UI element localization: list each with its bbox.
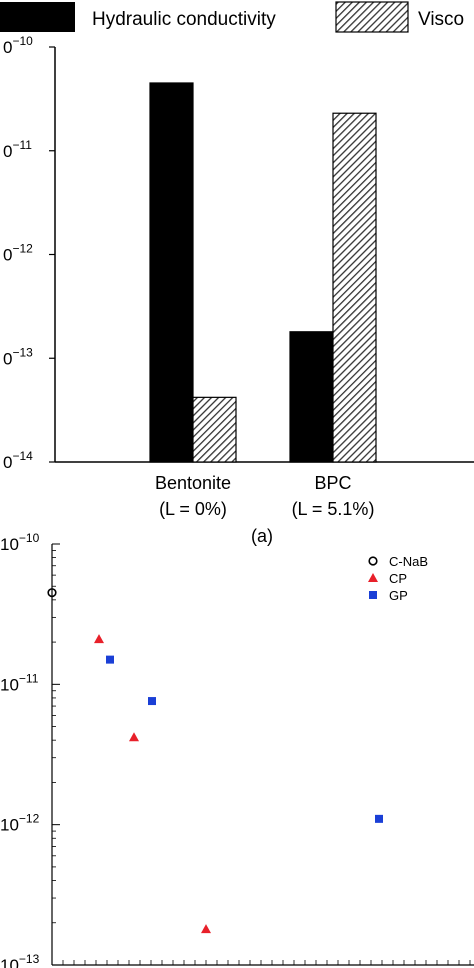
b-y-tick-label: 10−13 [0, 952, 40, 968]
legend-label-cp: CP [389, 571, 407, 586]
point-cp [129, 732, 139, 742]
legend-label-hydraulic: Hydraulic conductivity [92, 9, 276, 30]
a-y-tick-label: 0−10 [3, 34, 33, 57]
legend-marker-cp [368, 573, 378, 582]
a-y-tick-label: 0−12 [3, 242, 33, 265]
legend-label-c-nab: C-NaB [389, 554, 428, 569]
point-cp [94, 634, 104, 644]
a-category-label: (L = 0%) [159, 499, 227, 519]
b-y-tick-label: 10−10 [0, 531, 40, 554]
legend-swatch-visco [335, 1, 409, 33]
a-y-tick-label: 0−11 [3, 138, 32, 161]
b-y-tick-label: 10−11 [0, 671, 39, 694]
point-gp [375, 814, 383, 823]
bar-hydraulic [289, 331, 334, 463]
legend-marker-c-nab [368, 556, 378, 566]
bar-visco [192, 396, 237, 463]
point-gp [106, 655, 114, 664]
point-gp [148, 697, 156, 706]
legend-label-visco: Visco [418, 9, 464, 30]
legend-label-gp: GP [389, 588, 408, 603]
point-cp [201, 924, 211, 934]
bar-visco [332, 112, 377, 463]
legend-swatch-hydraulic [0, 2, 75, 32]
a-caption: (a) [251, 526, 273, 546]
a-category-label: BPC [314, 473, 351, 493]
legend-marker-gp [369, 591, 377, 599]
b-y-tick-label: 10−12 [0, 812, 40, 835]
a-category-label: Bentonite [155, 473, 231, 493]
a-y-tick-label: 0−13 [3, 345, 33, 368]
point-c-nab [47, 588, 57, 598]
a-category-label: (L = 5.1%) [292, 499, 375, 519]
bar-hydraulic [149, 82, 194, 463]
a-y-tick-label: 0−14 [3, 449, 33, 472]
